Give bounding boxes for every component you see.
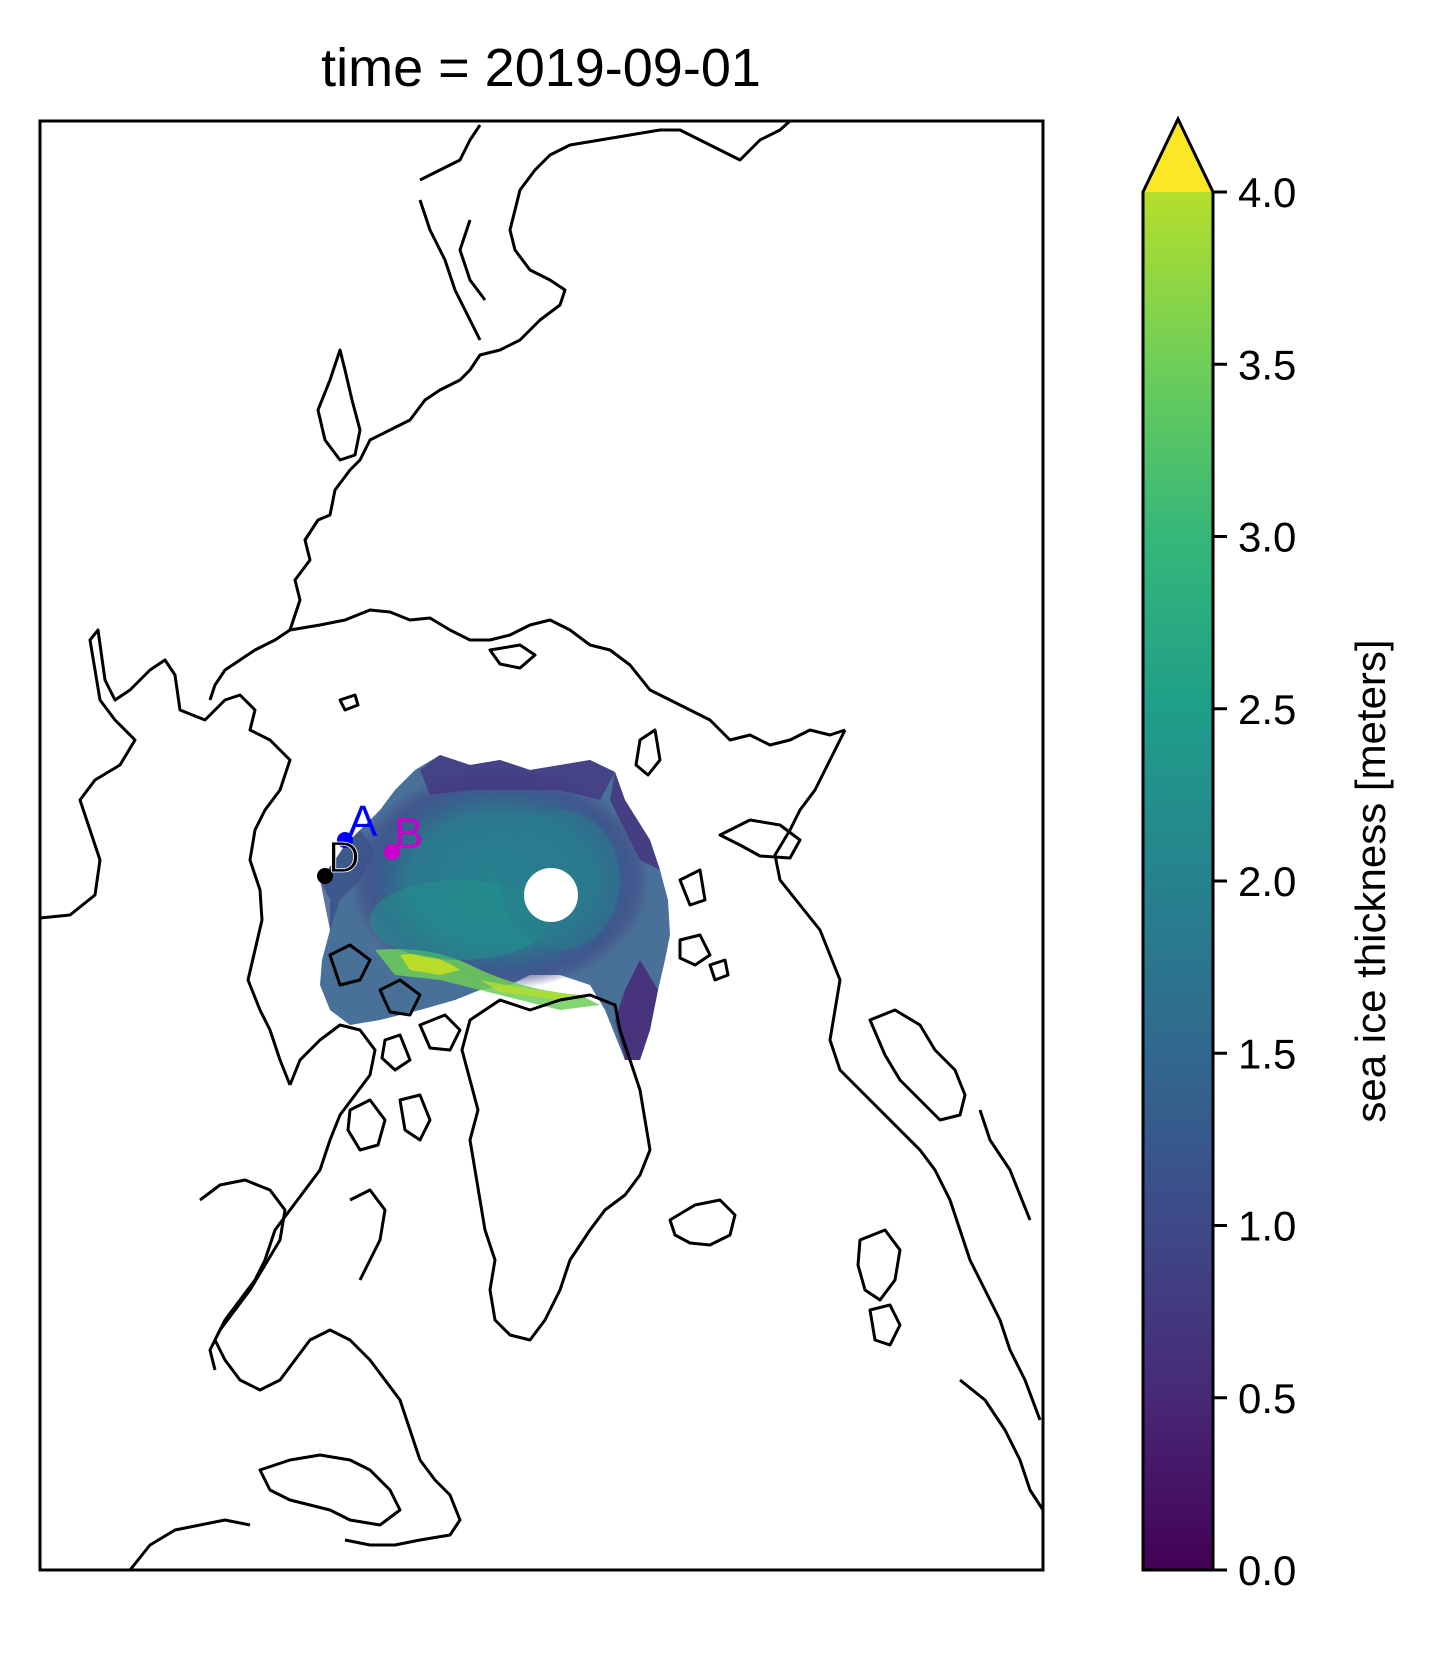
colorbar-label: sea ice thickness [meters] [1347,639,1394,1122]
point-d-label: D [328,833,360,882]
colorbar-tick-label: 0.5 [1238,1375,1296,1422]
colorbar-tick-label: 1.0 [1238,1203,1296,1250]
map-panel: A B D [40,121,1043,1570]
point-b-label: B [394,809,423,858]
colorbar-tick-label: 2.0 [1238,858,1296,905]
colorbar-gradient [1143,192,1213,1570]
point-a-label: A [348,797,378,846]
colorbar-ticks: 0.0 0.5 1.0 1.5 2.0 2.5 3.0 3.5 4.0 [1213,169,1296,1594]
point-b-marker [384,844,400,860]
coastlines [40,121,1043,1570]
colorbar-tick-label: 4.0 [1238,169,1296,216]
colorbar-outline [1141,115,1215,1572]
colorbar-tick-label: 2.5 [1238,686,1296,733]
point-d-marker [317,868,333,884]
colorbar-tick-label: 1.5 [1238,1030,1296,1077]
map-title: time = 2019-09-01 [321,38,761,98]
colorbar-tick-label: 0.0 [1238,1547,1296,1594]
colorbar-tick-label: 3.0 [1238,514,1296,561]
map-frame [38,119,1045,1572]
colorbar-tick-label: 3.5 [1238,341,1296,388]
point-markers: A B D [317,797,423,884]
colorbar-extend-triangle [1143,119,1213,192]
point-a-marker [337,832,353,848]
colorbar: 0.0 0.5 1.0 1.5 2.0 2.5 3.0 3.5 4.0 sea ice thic… [1141,115,1394,1594]
